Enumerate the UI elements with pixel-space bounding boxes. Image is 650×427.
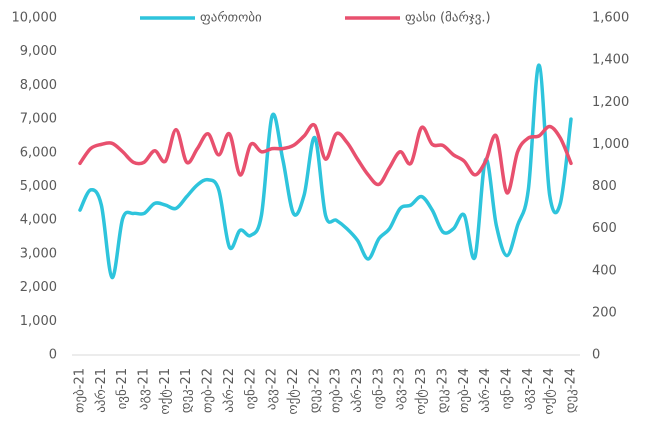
x-tick-label: აგვ-23	[393, 368, 408, 410]
x-tick-label: დეკ-21	[179, 368, 194, 413]
y-tick-label: 3,000	[20, 246, 57, 261]
x-tick-label: ოქტ-21	[158, 368, 173, 415]
x-tick-label: ივნ-21	[115, 368, 130, 409]
y2-tick-label: 200	[592, 305, 617, 320]
x-tick-label: ოქტ-23	[414, 368, 429, 415]
x-tick-label: თებ-21	[73, 368, 88, 413]
x-tick-label: ივნ-22	[243, 368, 258, 409]
x-tick-label: თებ-23	[329, 368, 344, 413]
x-tick-label: ოქტ-24	[542, 368, 557, 415]
y-tick-label: 10,000	[12, 11, 58, 26]
legend-label: ფართობი	[200, 11, 262, 26]
x-tick-label: დეკ-23	[435, 368, 450, 413]
y-tick-label: 6,000	[20, 145, 57, 160]
y2-tick-label: 600	[592, 221, 617, 236]
y2-tick-label: 1,600	[592, 11, 629, 26]
legend-label: ფასი (მარჯვ.)	[405, 11, 491, 26]
y-tick-label: 7,000	[20, 112, 57, 127]
x-tick-label: თებ-24	[457, 368, 472, 413]
y2-tick-label: 400	[592, 263, 617, 278]
series-line	[78, 63, 573, 280]
series-line	[78, 122, 573, 195]
y2-tick-label: 1,200	[592, 95, 629, 110]
x-tick-label: დეკ-22	[307, 368, 322, 413]
x-tick-label: აპრ-23	[350, 368, 365, 413]
x-tick-label: აპრ-24	[478, 368, 493, 413]
x-tick-label: აგვ-24	[521, 368, 536, 410]
x-tick-label: აგვ-22	[265, 368, 280, 410]
y2-tick-label: 0	[592, 348, 600, 363]
y-tick-label: 0	[49, 348, 57, 363]
y-tick-label: 8,000	[20, 78, 57, 93]
x-tick-label: ივნ-23	[371, 368, 386, 409]
y-tick-label: 1,000	[20, 314, 57, 329]
y2-tick-label: 1,000	[592, 137, 629, 152]
y-tick-label: 2,000	[20, 280, 57, 295]
y2-tick-label: 800	[592, 179, 617, 194]
y-tick-label: 4,000	[20, 213, 57, 228]
y-tick-label: 5,000	[20, 179, 57, 194]
x-tick-label: აპრ-21	[94, 368, 109, 413]
x-tick-label: ივნ-24	[499, 368, 514, 409]
y2-tick-label: 1,400	[592, 53, 629, 68]
x-tick-label: აგვ-21	[137, 368, 152, 410]
x-tick-label: დეკ-24	[564, 368, 579, 413]
x-tick-label: აპრ-22	[222, 368, 237, 413]
x-tick-label: თებ-22	[201, 368, 216, 413]
y-tick-label: 9,000	[20, 44, 57, 59]
x-tick-label: ოქტ-22	[286, 368, 301, 415]
